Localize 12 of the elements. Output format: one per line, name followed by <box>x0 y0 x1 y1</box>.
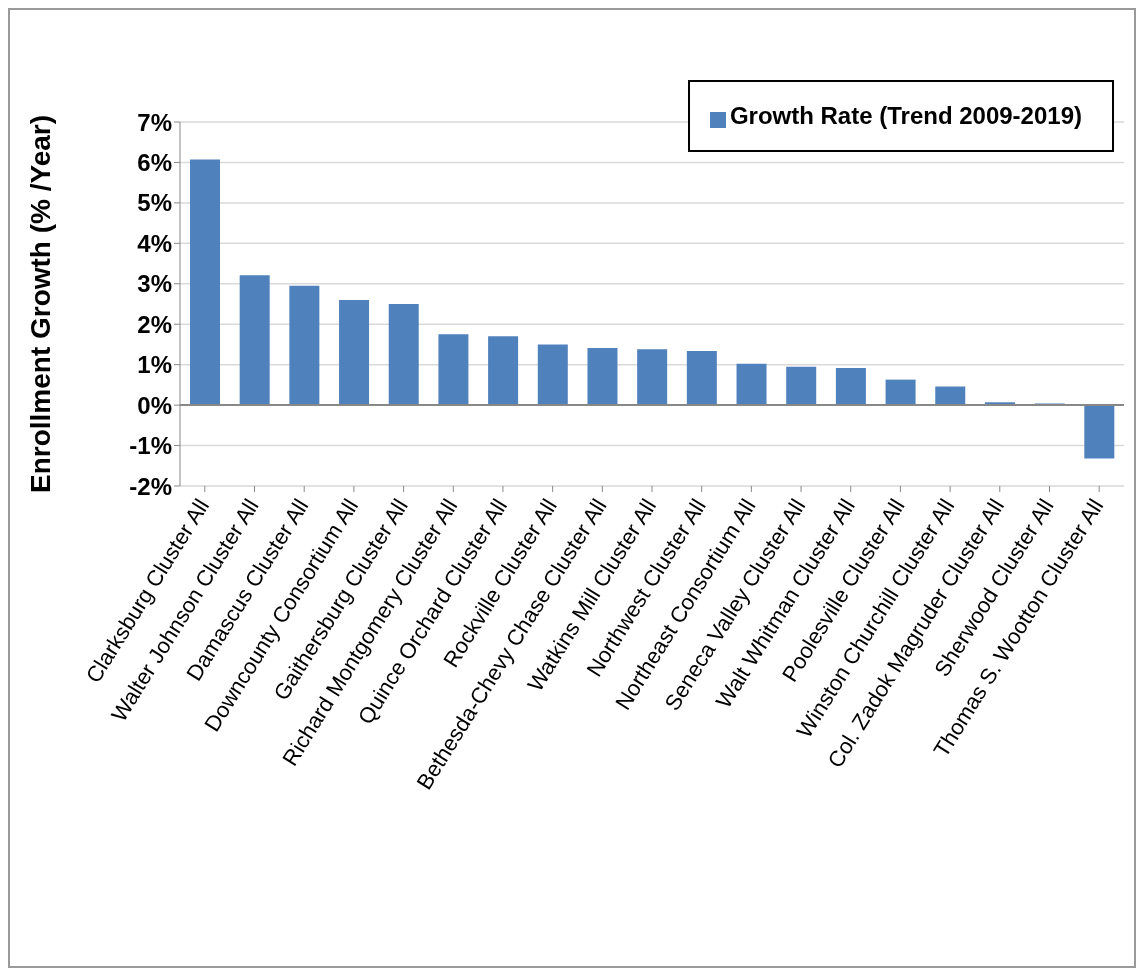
y-tick-label: 5% <box>137 189 172 217</box>
y-tick-label: 3% <box>137 270 172 298</box>
y-axis-title: Enrollment Growth (% /Year) <box>24 114 56 494</box>
y-tick-label: 6% <box>137 148 172 176</box>
y-tick-label: -2% <box>129 472 172 500</box>
y-tick-label: -1% <box>129 432 172 460</box>
y-tick-label: 2% <box>137 310 172 338</box>
y-tick-label: 1% <box>137 351 172 379</box>
y-tick-label: 0% <box>137 391 172 419</box>
y-tick-label: 7% <box>137 108 172 136</box>
y-tick-label: 4% <box>137 229 172 257</box>
legend-label: Growth Rate (Trend 2009-2019) <box>729 102 1082 129</box>
